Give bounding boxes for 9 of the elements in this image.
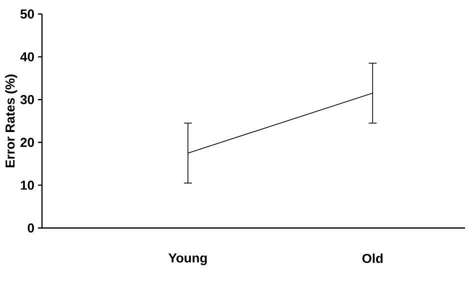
y-tick-label: 30 <box>20 95 34 104</box>
x-tick-label: Young <box>168 254 207 266</box>
y-axis-title: Error Rates (%) <box>5 74 18 168</box>
y-tick-label: 0 <box>28 223 34 233</box>
y-tick-label: 10 <box>20 180 34 190</box>
x-tick-label: Old <box>362 254 383 264</box>
y-tick-label: 50 <box>20 9 34 19</box>
y-tick-label: 40 <box>20 52 34 62</box>
y-tick-label: 20 <box>20 138 34 147</box>
